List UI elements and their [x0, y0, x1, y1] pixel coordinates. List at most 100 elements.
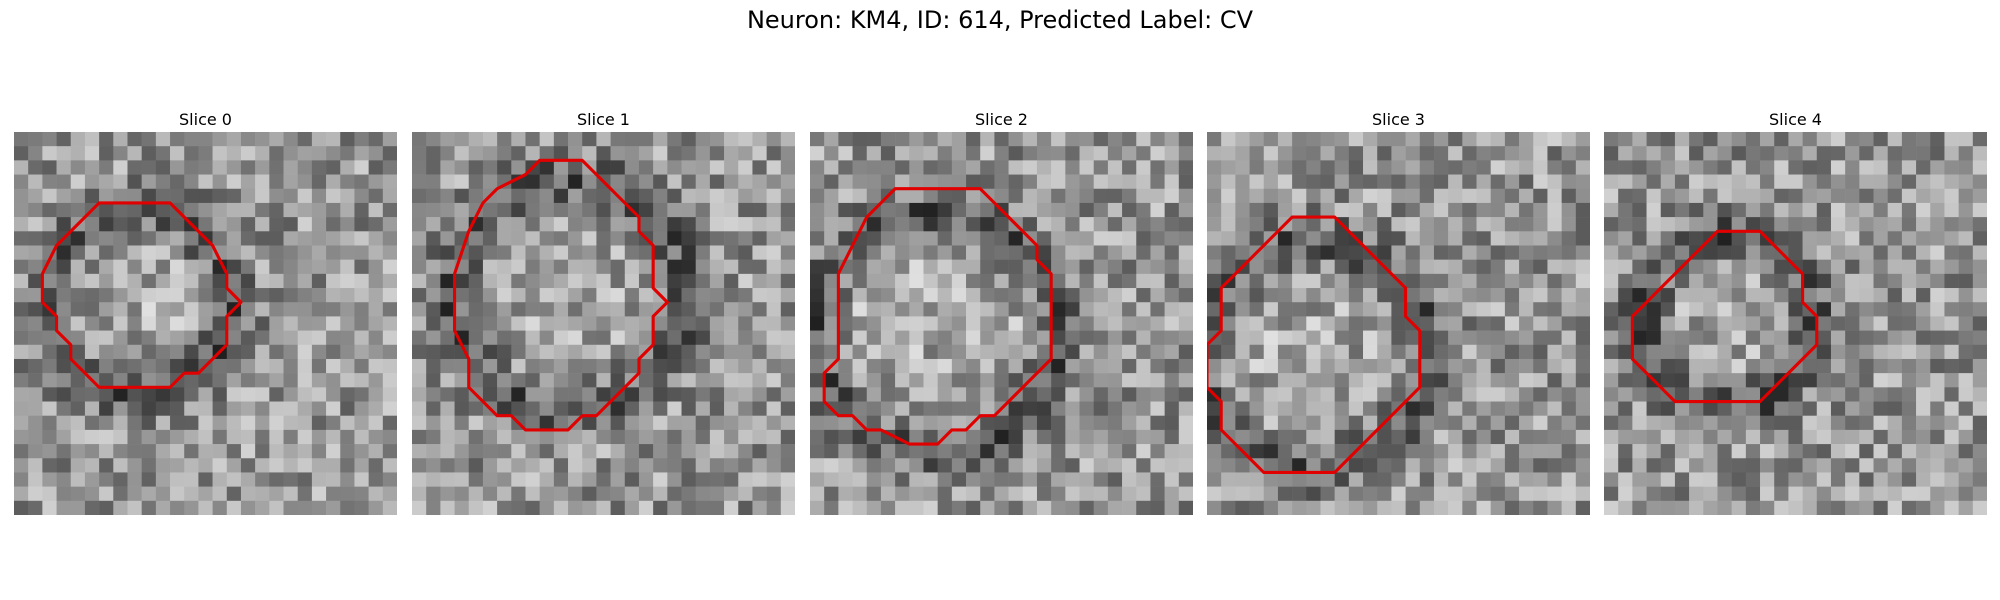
pixel: [354, 458, 369, 473]
pixel: [1377, 174, 1392, 190]
pixel: [1462, 132, 1477, 147]
pixel: [638, 458, 654, 473]
pixel: [1604, 245, 1619, 260]
pixel: [568, 302, 583, 317]
pixel: [382, 188, 397, 204]
pixel: [596, 316, 611, 331]
pixel: [1519, 472, 1534, 487]
pixel: [1547, 217, 1562, 232]
pixel: [1249, 146, 1265, 161]
pixel: [141, 429, 157, 445]
pixel: [1830, 444, 1846, 459]
pixel: [1008, 415, 1024, 431]
pixel: [255, 316, 270, 331]
pixel: [866, 217, 882, 232]
pixel: [596, 444, 611, 459]
pixel: [468, 245, 484, 260]
pixel: [1887, 132, 1903, 147]
pixel: [56, 160, 72, 175]
pixel: [1263, 401, 1279, 416]
slice-title-2: Slice 2: [975, 110, 1028, 129]
pixel: [1490, 373, 1506, 388]
pixel: [525, 217, 540, 232]
pixel: [1873, 429, 1888, 445]
pixel: [1022, 401, 1038, 416]
pixel: [155, 401, 171, 416]
pixel: [1008, 358, 1024, 374]
pixel: [951, 146, 967, 161]
pixel: [780, 174, 795, 190]
pixel: [1519, 202, 1534, 218]
pixel: [824, 500, 839, 515]
pixel: [1660, 288, 1676, 303]
pixel: [368, 429, 384, 445]
pixel: [951, 429, 967, 445]
pixel: [1093, 344, 1109, 360]
pixel: [1930, 486, 1945, 502]
pixel: [1519, 344, 1534, 360]
pixel: [1689, 288, 1704, 303]
pixel: [42, 387, 57, 402]
pixel: [1022, 429, 1038, 445]
pixel: [212, 273, 228, 289]
pixel: [412, 472, 427, 487]
pixel: [838, 344, 853, 360]
pixel: [99, 472, 114, 487]
pixel: [1221, 358, 1236, 374]
pixel: [382, 316, 397, 331]
pixel: [909, 217, 924, 232]
pixel: [895, 302, 910, 317]
pixel: [1788, 202, 1803, 218]
pixel: [1277, 160, 1293, 175]
pixel: [354, 217, 369, 232]
pixel: [1036, 288, 1052, 303]
pixel: [1916, 500, 1931, 515]
pixel: [596, 373, 611, 388]
pixel: [937, 217, 953, 232]
pixel: [297, 373, 313, 388]
pixel: [1944, 444, 1959, 459]
pixel: [610, 330, 626, 346]
pixel: [198, 330, 213, 346]
pixel: [525, 458, 540, 473]
pixel: [1093, 472, 1109, 487]
pixel: [539, 344, 555, 360]
pixel: [311, 472, 327, 487]
pixel: [852, 273, 868, 289]
pixel: [1901, 387, 1917, 402]
pixel: [695, 387, 711, 402]
pixel: [1263, 387, 1279, 402]
pixel: [1292, 160, 1307, 175]
pixel: [426, 231, 441, 246]
pixel: [667, 245, 682, 260]
pixel: [1178, 458, 1193, 473]
pixel: [724, 202, 739, 218]
pixel: [1816, 245, 1832, 260]
pixel: [141, 500, 157, 515]
pixel: [1859, 486, 1874, 502]
pixel: [1122, 387, 1137, 402]
pixel: [1930, 288, 1945, 303]
pixel: [695, 330, 711, 346]
pixel: [198, 429, 213, 445]
pixel: [1916, 288, 1931, 303]
pixel: [1703, 217, 1718, 232]
pixel: [511, 288, 526, 303]
pixel: [454, 373, 470, 388]
pixel: [141, 273, 157, 289]
pixel: [1036, 132, 1052, 147]
pixel: [610, 344, 626, 360]
pixel: [283, 231, 298, 246]
pixel: [511, 401, 526, 416]
pixel: [923, 387, 938, 402]
pixel: [1887, 330, 1903, 346]
pixel: [1859, 429, 1874, 445]
pixel: [1674, 444, 1690, 459]
pixel: [1830, 160, 1846, 175]
pixel: [468, 273, 484, 289]
pixel: [810, 231, 825, 246]
pixel: [738, 259, 753, 275]
pixel: [1604, 217, 1619, 232]
pixel: [1930, 429, 1945, 445]
pixel: [240, 472, 256, 487]
